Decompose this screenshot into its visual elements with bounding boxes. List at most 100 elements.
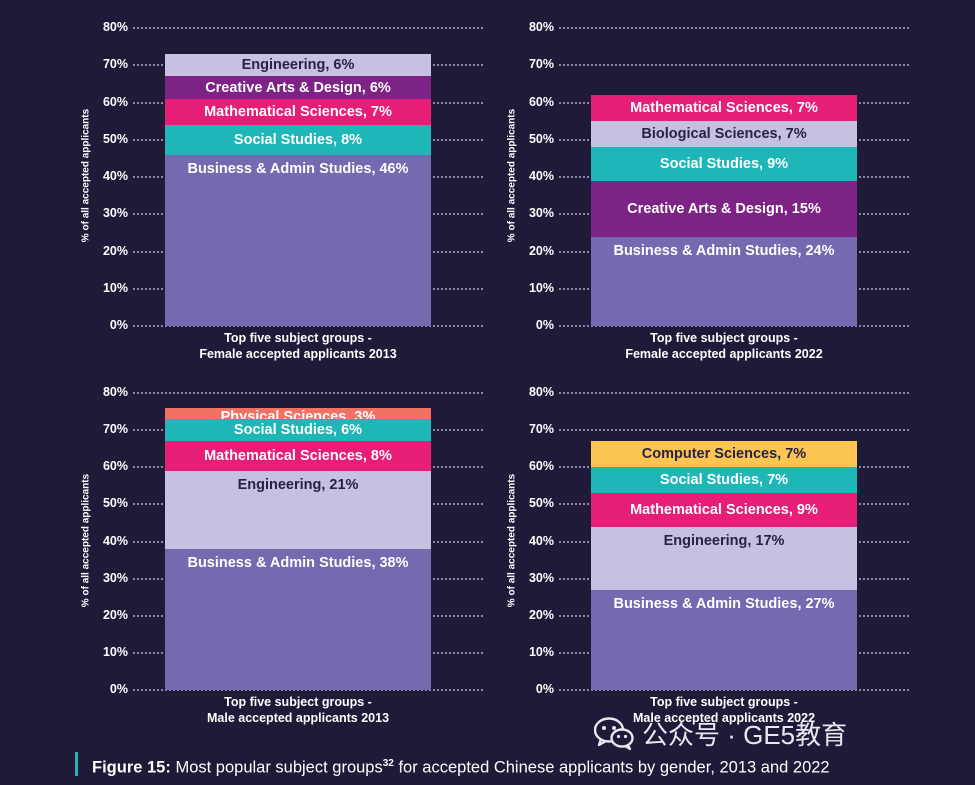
y-tick-label: 50%	[102, 131, 128, 146]
bar-segment: Mathematical Sciences, 7%	[591, 95, 857, 122]
wechat-icon	[594, 717, 634, 750]
segment-label: Social Studies, 7%	[659, 472, 789, 489]
y-tick-label: 80%	[102, 20, 128, 34]
y-tick-label: 60%	[102, 94, 128, 109]
y-tick-label: 30%	[528, 206, 554, 221]
bar-segment: Business & Admin Studies, 38%	[165, 548, 431, 690]
gridline	[559, 325, 909, 327]
figure-label: Figure 15:	[92, 758, 171, 777]
gridline	[559, 429, 909, 432]
y-tick-label: 40%	[102, 169, 128, 183]
figure-text: Most popular subject groups	[170, 758, 383, 777]
figure-footnote: 32	[382, 758, 394, 769]
bar-segment: Mathematical Sciences, 7%	[165, 98, 431, 125]
bar-segment: Business & Admin Studies, 46%	[165, 154, 431, 326]
x-caption-line: Top five subject groups -	[650, 331, 798, 345]
bar-segment: Social Studies, 9%	[591, 147, 857, 181]
bar-segment: Social Studies, 6%	[165, 418, 431, 442]
segment-label: Engineering, 17%	[663, 532, 785, 549]
y-tick-label: 30%	[102, 570, 128, 585]
y-tick-label: 60%	[528, 94, 554, 109]
y-tick-label: 10%	[102, 280, 128, 295]
gridline	[559, 27, 909, 29]
y-tick-label: 80%	[528, 385, 554, 399]
segment-label: Mathematical Sciences, 8%	[204, 448, 392, 465]
bar-segment: Engineering, 21%	[165, 470, 431, 549]
bar-segment: Biological Sciences, 7%	[591, 121, 857, 148]
watermark: 公众号 · GE5教育	[594, 713, 847, 753]
y-tick-label: 30%	[102, 206, 128, 221]
y-tick-label: 10%	[528, 644, 554, 659]
segment-label: Business & Admin Studies, 27%	[613, 595, 835, 612]
gridline	[133, 689, 483, 691]
y-tick-label: 40%	[528, 169, 554, 183]
segment-label: Mathematical Sciences, 7%	[630, 100, 818, 117]
segment-label: Engineering, 6%	[241, 57, 355, 74]
x-caption-line: Female accepted applicants 2022	[625, 347, 823, 361]
y-tick-label: 60%	[102, 459, 128, 474]
y-tick-label: 40%	[102, 533, 128, 548]
segment-label: Business & Admin Studies, 38%	[187, 554, 409, 571]
segment-label: Computer Sciences, 7%	[641, 446, 807, 463]
gridline	[133, 392, 483, 394]
gridline	[133, 27, 483, 29]
bar-segment: Physical Sciences, 3%	[165, 407, 431, 419]
stacked-bar: Business & Admin Studies, 46% Social Stud…	[165, 54, 431, 326]
y-tick-label: 70%	[102, 57, 128, 72]
bar-segment: Business & Admin Studies, 24%	[591, 236, 857, 326]
x-caption-line: Top five subject groups -	[224, 331, 372, 345]
segment-label: Social Studies, 9%	[659, 155, 789, 172]
segment-label: Creative Arts & Design, 15%	[627, 200, 821, 217]
x-axis-caption: Top five subject groups - Male accepted a…	[574, 694, 874, 726]
segment-label: Business & Admin Studies, 24%	[613, 242, 835, 259]
y-tick-label: 70%	[528, 422, 554, 437]
y-tick-label: 50%	[102, 496, 128, 511]
bar-segment: Engineering, 17%	[591, 526, 857, 590]
y-tick-label: 70%	[528, 57, 554, 72]
segment-label: Creative Arts & Design, 6%	[205, 79, 391, 96]
gridline	[559, 64, 909, 67]
stacked-bar: Business & Admin Studies, 27% Engineering…	[591, 441, 857, 690]
figure-text-end: for accepted Chinese applicants by gende…	[393, 758, 830, 777]
gridline	[133, 325, 483, 327]
y-tick-label: 0%	[109, 682, 128, 696]
segment-label: Mathematical Sciences, 9%	[630, 501, 818, 518]
y-tick-label: 20%	[102, 607, 128, 622]
x-caption-line: Female accepted applicants 2013	[199, 347, 397, 361]
y-tick-label: 30%	[528, 570, 554, 585]
bar-segment: Engineering, 6%	[165, 54, 431, 77]
segment-label: Engineering, 21%	[237, 476, 359, 493]
bar-segment: Business & Admin Studies, 27%	[591, 589, 857, 690]
x-caption-line: Male accepted applicants 2022	[632, 711, 816, 725]
bar-segment: Social Studies, 7%	[591, 467, 857, 494]
y-tick-label: 10%	[528, 280, 554, 295]
x-axis-caption: Top five subject groups - Female accepted…	[574, 330, 874, 362]
gridline	[559, 392, 909, 394]
bar-segment: Social Studies, 8%	[165, 124, 431, 155]
x-caption-line: Top five subject groups -	[650, 695, 798, 709]
y-tick-label: 50%	[528, 131, 554, 146]
x-caption-line: Top five subject groups -	[224, 695, 372, 709]
segment-label: Physical Sciences, 3%	[220, 408, 376, 419]
bar-segment: Computer Sciences, 7%	[591, 441, 857, 468]
segment-label: Business & Admin Studies, 46%	[187, 160, 409, 177]
gridline	[559, 689, 909, 691]
x-axis-caption: Top five subject groups - Female accepted…	[148, 330, 448, 362]
bar-segment: Mathematical Sciences, 8%	[165, 441, 431, 471]
segment-label: Mathematical Sciences, 7%	[204, 103, 392, 120]
y-tick-label: 80%	[102, 385, 128, 399]
x-caption-line: Male accepted applicants 2013	[206, 711, 390, 725]
y-tick-label: 60%	[528, 459, 554, 474]
figure-caption: Figure 15: Most popular subject groups32…	[75, 752, 830, 777]
watermark-text: 公众号 · GE5教育	[642, 719, 848, 750]
y-tick-label: 0%	[535, 682, 554, 696]
y-tick-label: 20%	[528, 607, 554, 622]
bar-segment: Creative Arts & Design, 6%	[165, 76, 431, 99]
y-tick-label: 40%	[528, 533, 554, 548]
stacked-bar: Business & Admin Studies, 38% Engineering…	[165, 407, 431, 690]
y-tick-label: 20%	[528, 243, 554, 258]
segment-label: Social Studies, 8%	[233, 131, 363, 148]
y-tick-label: 0%	[535, 318, 554, 332]
segment-label: Social Studies, 6%	[233, 422, 363, 439]
segment-label: Biological Sciences, 7%	[641, 126, 807, 143]
